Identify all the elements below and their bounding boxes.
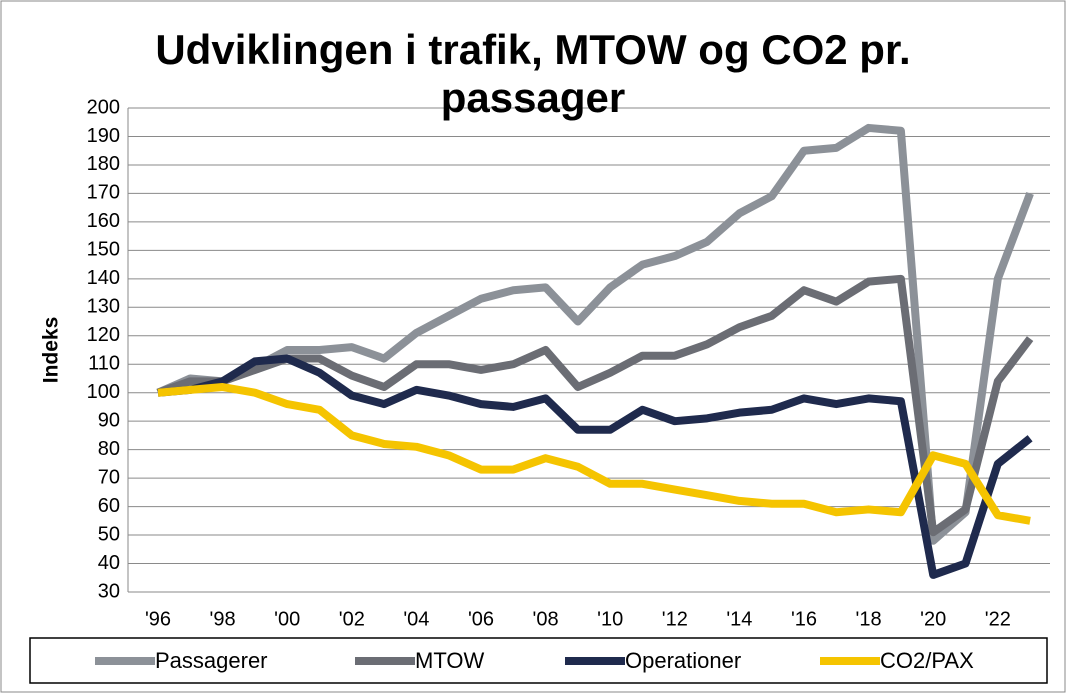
x-tick-label: '02	[339, 608, 365, 630]
legend-label: Passagerer	[155, 648, 268, 673]
y-tick-label: 150	[87, 239, 120, 261]
y-tick-label: 130	[87, 296, 120, 318]
x-tick-label: '08	[533, 608, 559, 630]
line-series	[156, 274, 1034, 537]
x-tick-label: '22	[985, 608, 1011, 630]
y-tick-label: 190	[87, 125, 120, 147]
legend-label: MTOW	[415, 648, 484, 673]
x-tick-label: '06	[468, 608, 494, 630]
x-tick-label: '18	[856, 608, 882, 630]
y-tick-label: 90	[98, 409, 120, 431]
y-tick-label: 30	[98, 580, 120, 602]
x-tick-label: '10	[597, 608, 623, 630]
legend-label: CO2/PAX	[880, 648, 974, 673]
x-tick-label: '00	[274, 608, 300, 630]
y-tick-label: 100	[87, 381, 120, 403]
y-tick-label: 50	[98, 523, 120, 545]
y-tick-label: 110	[88, 353, 120, 375]
y-tick-label: 40	[98, 552, 120, 574]
x-tick-label: '04	[403, 608, 429, 630]
y-tick-label: 70	[98, 466, 120, 488]
x-tick-label: '16	[791, 608, 817, 630]
y-tick-label: 180	[87, 153, 120, 175]
y-tick-label: 140	[87, 267, 120, 289]
y-tick-label: 170	[87, 182, 120, 204]
y-tick-label: 160	[87, 210, 120, 232]
x-tick-label: '12	[662, 608, 688, 630]
y-tick-label: 120	[87, 324, 120, 346]
x-tick-label: '14	[726, 608, 752, 630]
legend-label: Operationer	[625, 648, 741, 673]
line-series	[157, 383, 1031, 525]
y-tick-label: 200	[87, 96, 120, 118]
y-tick-label: 80	[98, 438, 120, 460]
y-axis-label: Indeks	[40, 317, 63, 384]
chart-title: Udviklingen i trafik, MTOW og CO2 pr. pa…	[155, 26, 911, 121]
y-tick-label: 60	[98, 495, 120, 517]
x-tick-label: '98	[210, 608, 236, 630]
line-series	[157, 354, 1033, 579]
x-tick-label: '96	[145, 608, 171, 630]
line-series	[156, 123, 1034, 545]
x-tick-label: '20	[920, 608, 946, 630]
